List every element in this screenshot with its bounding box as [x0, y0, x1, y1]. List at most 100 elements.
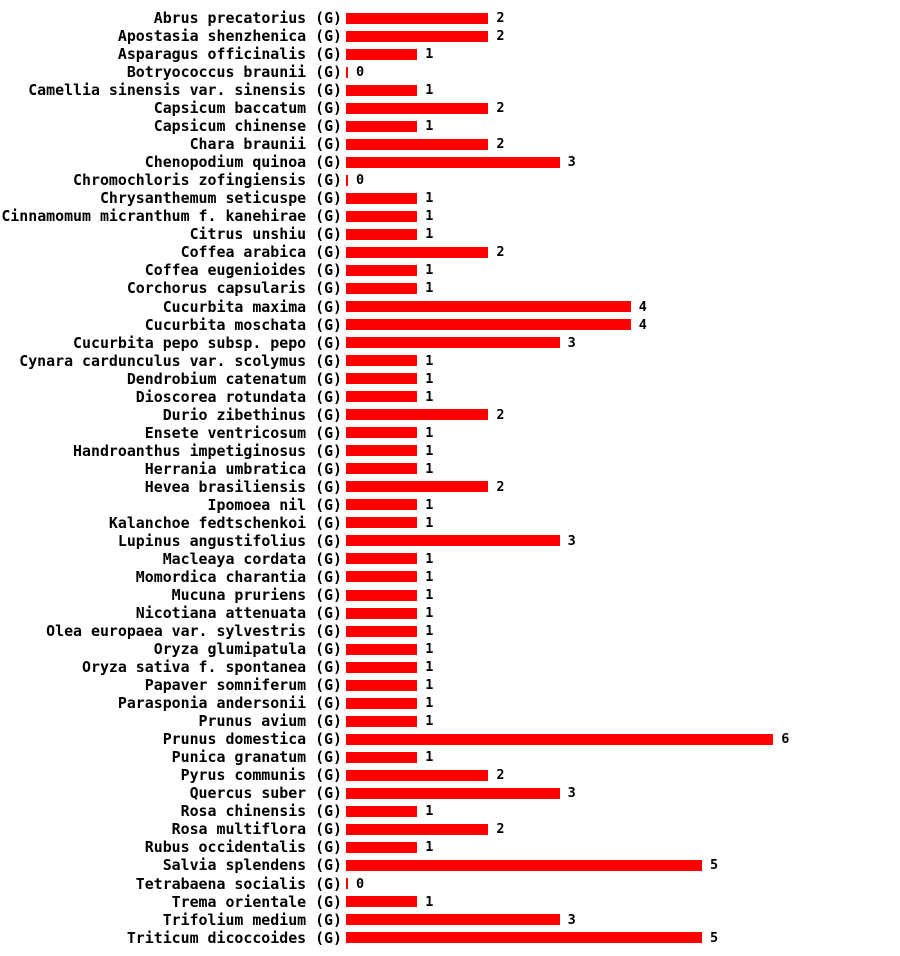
- chart-row: Capsicum baccatum (G) 2: [0, 99, 900, 117]
- chart-row: Tetrabaena socialis (G) 0: [0, 875, 900, 893]
- bar: [346, 878, 348, 890]
- chart-row: Chrysanthemum seticuspe (G) 1: [0, 189, 900, 207]
- bar: [346, 751, 418, 763]
- value-label: 1: [425, 460, 434, 477]
- chart-row: Trema orientale (G) 1: [0, 893, 900, 911]
- value-label: 1: [425, 118, 434, 135]
- bar: [346, 30, 489, 42]
- bar: [346, 787, 560, 799]
- value-label: 3: [567, 532, 576, 549]
- bar: [346, 409, 489, 421]
- chart-row: Trifolium medium (G) 3: [0, 911, 900, 929]
- bar: [346, 228, 418, 240]
- category-label: Durio zibethinus (G): [162, 405, 342, 424]
- value-label: 2: [496, 10, 505, 26]
- bar: [346, 138, 489, 150]
- chart-row: Nicotiana attenuata (G) 1: [0, 604, 900, 622]
- chart-row: Prunus avium (G) 1: [0, 712, 900, 730]
- category-label: Chenopodium quinoa (G): [144, 153, 342, 172]
- value-label: 0: [356, 875, 365, 892]
- chart-row: Triticum dicoccoides (G) 5: [0, 929, 900, 947]
- value-label: 1: [425, 388, 434, 405]
- category-label: Ipomoea nil (G): [207, 495, 342, 514]
- value-label: 1: [425, 641, 434, 658]
- chart-row: Rosa multiflora (G) 2: [0, 820, 900, 838]
- value-label: 1: [425, 839, 434, 856]
- category-label: Rubus occidentalis (G): [144, 838, 342, 857]
- value-label: 5: [710, 929, 719, 946]
- chart-row: Mucuna pruriens (G) 1: [0, 586, 900, 604]
- bar: [346, 733, 774, 745]
- bar: [346, 679, 418, 691]
- bar: [346, 697, 418, 709]
- category-label: Coffea arabica (G): [180, 243, 342, 262]
- category-label: Cucurbita pepo subsp. pepo (G): [73, 333, 342, 352]
- category-label: Cinnamomum micranthum f. kanehirae (G): [1, 207, 342, 226]
- category-label: Herrania umbratica (G): [144, 459, 342, 478]
- chart-row: Rubus occidentalis (G) 1: [0, 838, 900, 856]
- value-label: 4: [638, 298, 647, 315]
- chart-row: Coffea arabica (G) 2: [0, 243, 900, 261]
- value-label: 1: [425, 496, 434, 513]
- chart-row: Apostasia shenzhenica (G) 2: [0, 27, 900, 45]
- category-label: Oryza sativa f. spontanea (G): [82, 658, 342, 677]
- bar: [346, 445, 418, 457]
- category-label: Ensete ventricosum (G): [144, 423, 342, 442]
- value-label: 2: [496, 478, 505, 495]
- value-label: 1: [425, 587, 434, 603]
- value-label: 2: [496, 136, 505, 153]
- value-label: 1: [425, 262, 434, 279]
- chart-row: Dioscorea rotundata (G) 1: [0, 388, 900, 406]
- value-label: 2: [496, 28, 505, 45]
- value-label: 1: [425, 514, 434, 531]
- category-label: Salvia splendens (G): [162, 856, 342, 875]
- chart-row: Cinnamomum micranthum f. kanehirae (G) 1: [0, 207, 900, 225]
- category-label: Rosa multiflora (G): [171, 820, 342, 839]
- bar: [346, 373, 418, 385]
- value-label: 1: [425, 280, 434, 297]
- bar: [346, 643, 418, 655]
- category-label: Momordica charantia (G): [135, 567, 342, 586]
- category-label: Triticum dicoccoides (G): [126, 928, 342, 947]
- bar: [346, 355, 418, 367]
- bar: [346, 517, 418, 529]
- category-label: Asparagus officinalis (G): [117, 45, 342, 64]
- bar: [346, 66, 348, 78]
- value-label: 1: [425, 190, 434, 207]
- chart-row: Abrus precatorius (G) 2: [0, 9, 900, 27]
- bar: [346, 589, 418, 601]
- bar: [346, 805, 418, 817]
- chart-row: Rosa chinensis (G) 1: [0, 802, 900, 820]
- value-label: 6: [781, 731, 790, 748]
- bar: [346, 12, 489, 24]
- chart-row: Lupinus angustifolius (G) 3: [0, 532, 900, 550]
- category-label: Hevea brasiliensis (G): [144, 477, 342, 496]
- category-label: Papaver somniferum (G): [144, 676, 342, 695]
- bar: [346, 337, 560, 349]
- bar: [346, 715, 418, 727]
- category-label: Nicotiana attenuata (G): [135, 604, 342, 623]
- value-label: 2: [496, 406, 505, 423]
- bar: [346, 301, 631, 313]
- category-label: Cucurbita moschata (G): [144, 315, 342, 334]
- value-label: 1: [425, 82, 434, 99]
- category-label: Oryza glumipatula (G): [153, 640, 342, 659]
- value-label: 1: [425, 424, 434, 441]
- chart-row: Ensete ventricosum (G) 1: [0, 424, 900, 442]
- value-label: 1: [425, 695, 434, 712]
- value-label: 1: [425, 370, 434, 387]
- chart-row: Kalanchoe fedtschenkoi (G) 1: [0, 514, 900, 532]
- bar: [346, 607, 418, 619]
- chart-row: Papaver somniferum (G) 1: [0, 676, 900, 694]
- chart-row: Ipomoea nil (G) 1: [0, 496, 900, 514]
- value-label: 4: [638, 316, 647, 333]
- chart-row: Quercus suber (G) 3: [0, 784, 900, 802]
- chart-row: Asparagus officinalis (G) 1: [0, 45, 900, 63]
- category-label: Pyrus communis (G): [180, 766, 342, 785]
- category-label: Handroanthus impetiginosus (G): [73, 441, 342, 460]
- value-label: 1: [425, 550, 434, 567]
- bar: [346, 499, 418, 511]
- chart-row: Coffea eugenioides (G) 1: [0, 261, 900, 279]
- category-label: Cynara cardunculus var. scolymus (G): [19, 351, 342, 370]
- value-label: 1: [425, 226, 434, 243]
